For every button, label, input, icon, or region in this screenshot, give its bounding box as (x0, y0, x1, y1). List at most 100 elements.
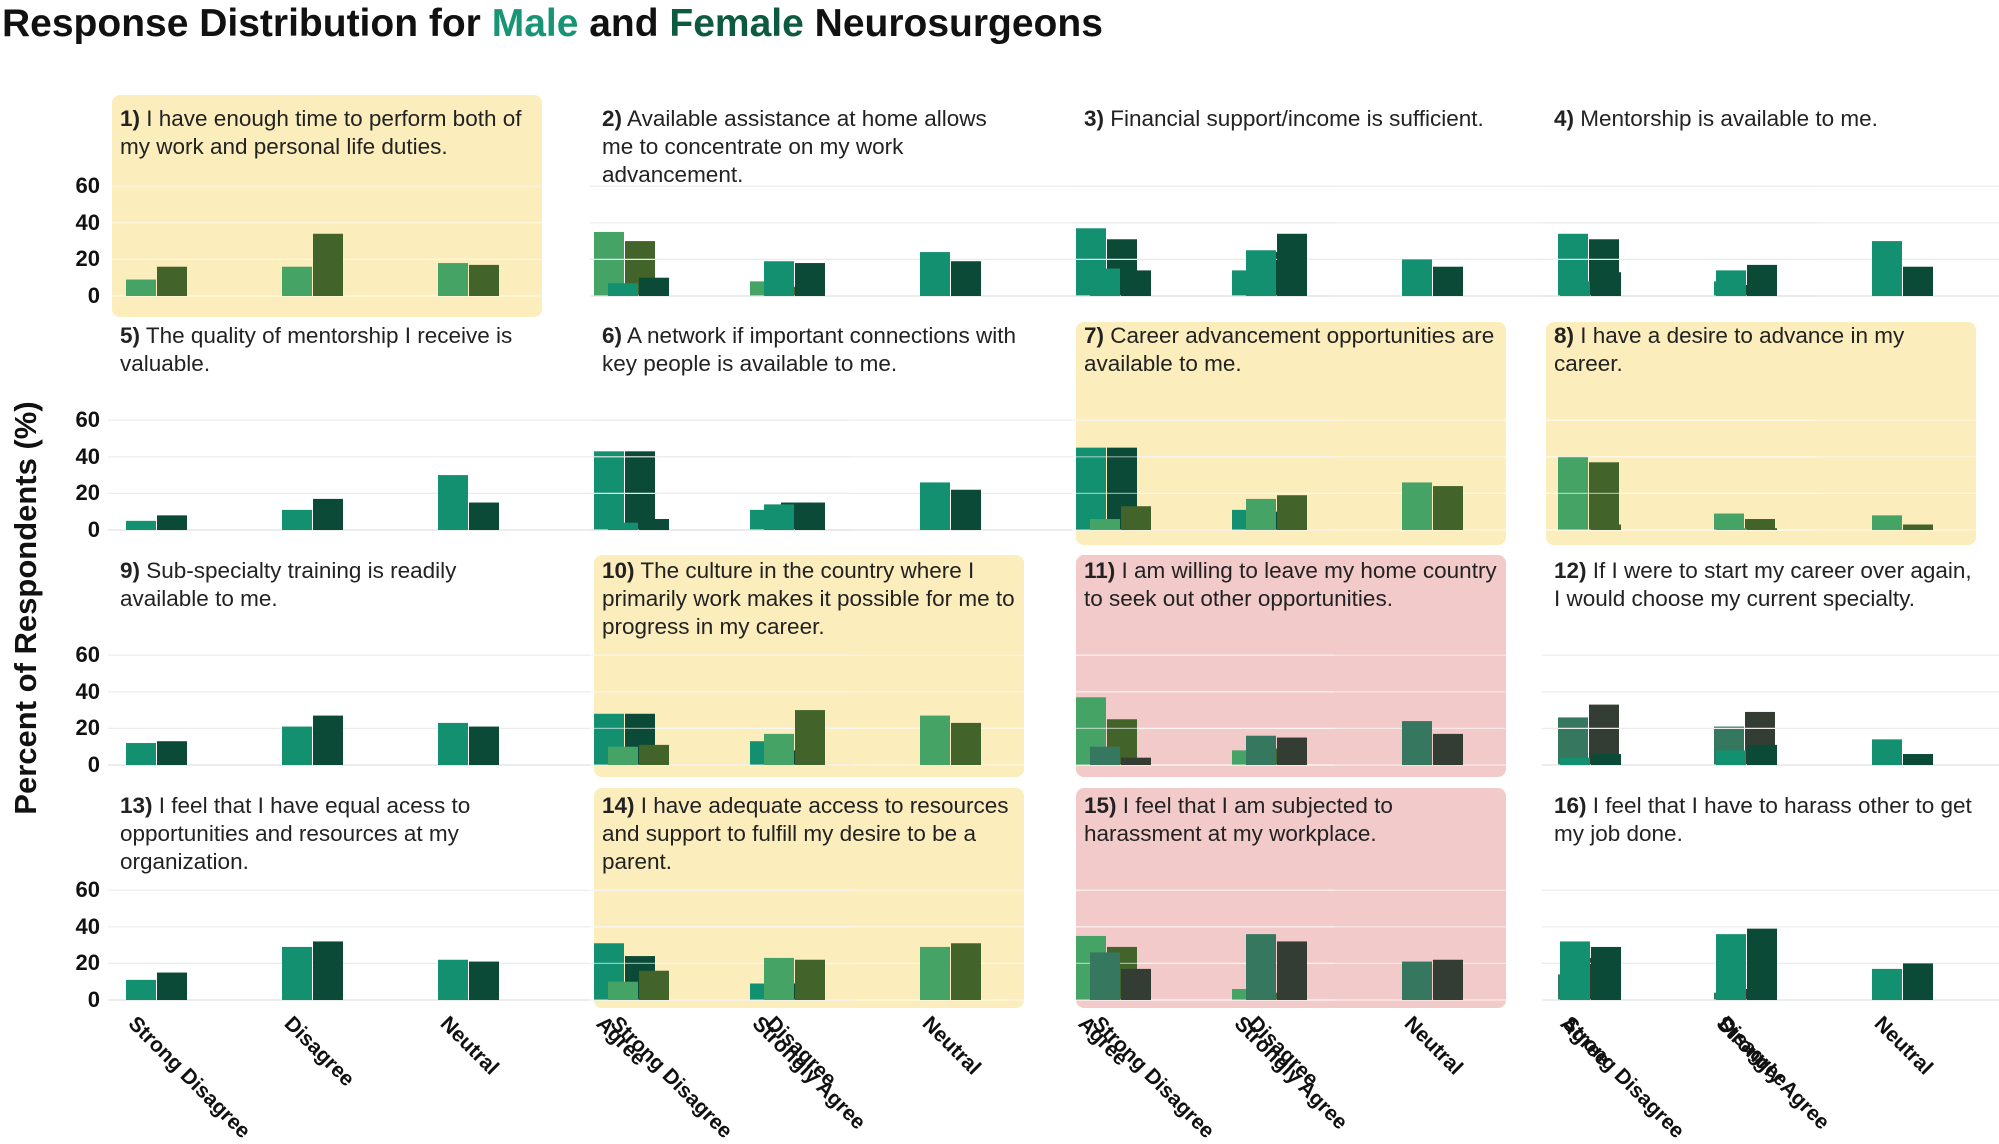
panel-1-text: I have enough time to perform both of my… (120, 106, 522, 159)
panel-10-number: 10) (602, 558, 635, 583)
panel-12-bar-male-0 (1560, 757, 1590, 765)
panel-6-bar-male-3 (1076, 447, 1106, 530)
panel-3-bar-female-1 (1277, 233, 1307, 296)
panel-6-number: 6) (602, 323, 623, 348)
panel-5-ytick-0: 0 (87, 517, 100, 542)
panel-7-bar-male-1 (1246, 498, 1276, 530)
panel-4-number: 4) (1554, 106, 1575, 131)
chart-title: Response Distribution for Male and Femal… (2, 2, 1103, 46)
panel-14-bar-male-2 (920, 946, 950, 1000)
panel-5-number: 5) (120, 323, 141, 348)
panel-5-bar-male-0 (126, 520, 156, 530)
panel-3-bar-male-0 (1090, 268, 1120, 296)
panel-6-bar-male-1 (764, 504, 794, 530)
panel-10-bar-male-0 (608, 746, 638, 765)
panel-9-bar-female-2 (469, 726, 499, 765)
panel-1-bar-male-2 (438, 263, 468, 296)
panel-15-bar-male-2 (1402, 961, 1432, 1000)
panel-16-bar-male-2 (1872, 968, 1902, 1000)
panel-14-bar-female-2 (951, 943, 981, 1000)
panel-14-question: 14) I have adequate access to resources … (602, 792, 1022, 876)
panel-5-bar-female-2 (469, 502, 499, 530)
panel-11-bar-male-2 (1402, 721, 1432, 765)
panel-15-bar-female-1 (1277, 941, 1307, 1000)
panel-12-bar-male-1 (1716, 750, 1746, 765)
panel-4-question: 4) Mentorship is available to me. (1554, 105, 1974, 133)
panel-9-ytick-20: 20 (75, 715, 100, 741)
panel-3-bar-female-0 (1121, 270, 1151, 296)
panel-7-bar-female-2 (1433, 486, 1463, 530)
panel-12-bar-female-1 (1747, 744, 1777, 765)
panel-11-bar-female-2 (1433, 733, 1463, 765)
panel-4-bar-female-1 (1747, 264, 1777, 296)
panel-13-number: 13) (120, 793, 153, 818)
panel-2-bar-female-2 (951, 261, 981, 296)
panel-6-bar-female-1 (795, 502, 825, 530)
panel-6-bar-female-0 (639, 519, 669, 530)
panel-6-bar-male-0 (608, 522, 638, 530)
panel-2-bar-male-1 (764, 261, 794, 296)
panel-4-bar-female-2 (1903, 266, 1933, 296)
panel-5-ytick-40: 40 (75, 443, 100, 469)
panel-6-text: A network if important connections with … (602, 323, 1016, 376)
panel-10-highlight (594, 555, 1024, 777)
panel-5-question: 5) The quality of mentorship I receive i… (120, 322, 540, 378)
panel-9-bar-male-0 (126, 743, 156, 765)
panel-3-number: 3) (1084, 106, 1105, 131)
panel-2-number: 2) (602, 106, 623, 131)
panel-6-bar-male-2 (920, 482, 950, 530)
panel-5-bar-female-0 (157, 515, 187, 530)
panel-16-number: 16) (1554, 793, 1587, 818)
title-part-5: Neurosurgeons (803, 2, 1103, 45)
panel-10-question: 10) The culture in the country where I p… (602, 557, 1022, 641)
panel-9-ytick-40: 40 (75, 678, 100, 704)
panel-15-highlight (1076, 788, 1506, 1008)
panel-10-text: The culture in the country where I prima… (602, 558, 1015, 639)
panel-7-question: 7) Career advancement opportunities are … (1084, 322, 1504, 378)
panel-7-bar-female-3 (1589, 462, 1619, 530)
panel-8-highlight (1546, 322, 1976, 545)
panel-5-ytick-20: 20 (75, 480, 100, 506)
panel-15-question: 15) I feel that I am subjected to harass… (1084, 792, 1504, 848)
panel-16-text: I feel that I have to harass other to ge… (1554, 793, 1972, 846)
panel-1-bar-female-1 (313, 233, 343, 296)
panel-12-number: 12) (1554, 558, 1587, 583)
panel-16-bar-female-0 (1591, 946, 1621, 1000)
title-male: Male (491, 2, 579, 45)
panel-9-text: Sub-specialty training is readily availa… (120, 558, 457, 611)
panel-10-bar-male-2 (920, 715, 950, 765)
panel-2-bar-male-0 (608, 283, 638, 296)
panel-15-text: I feel that I am subjected to harassment… (1084, 793, 1393, 846)
panel-7-bar-female-1 (1277, 495, 1307, 530)
panel-9-bar-male-1 (282, 726, 312, 765)
panel-6-bar-female-2 (951, 489, 981, 530)
panel-11-question: 11) I am willing to leave my home countr… (1084, 557, 1504, 613)
panel-5-text: The quality of mentorship I receive is v… (120, 323, 513, 376)
panel-7-text: Career advancement opportunities are ava… (1084, 323, 1495, 376)
title-part-1: Response Distribution for (2, 2, 492, 45)
panel-8-bar-female-1 (1747, 528, 1777, 530)
panel-7-bar-male-2 (1402, 482, 1432, 530)
panel-10-bar-male-1 (764, 733, 794, 765)
panel-5-bar-male-3 (594, 451, 624, 530)
panel-1-bar-female-0 (157, 266, 187, 296)
panel-6-question: 6) A network if important connections wi… (602, 322, 1022, 378)
panel-8-bar-female-2 (1903, 524, 1933, 530)
panel-8-number: 8) (1554, 323, 1575, 348)
panel-4-bar-male-1 (1716, 270, 1746, 296)
panel-4-bar-male-2 (1872, 241, 1902, 296)
panel-16-question: 16) I feel that I have to harass other t… (1554, 792, 1974, 848)
panel-13-ytick-0: 0 (87, 987, 100, 1012)
panel-1-bar-male-0 (126, 279, 156, 296)
panel-10-bar-female-2 (951, 722, 981, 765)
panel-1-bar-female-2 (469, 264, 499, 296)
panel-7-highlight (1076, 322, 1506, 545)
title-part-3: and (578, 2, 670, 45)
panel-7-bar-male-4 (1714, 513, 1744, 530)
panel-14-bar-male-0 (608, 981, 638, 1000)
panel-14-bar-male-1 (764, 957, 794, 1000)
panel-8-text: I have a desire to advance in my career. (1554, 323, 1905, 376)
panel-12-bar-male-2 (1872, 739, 1902, 765)
panel-13-bar-male-0 (126, 979, 156, 1000)
